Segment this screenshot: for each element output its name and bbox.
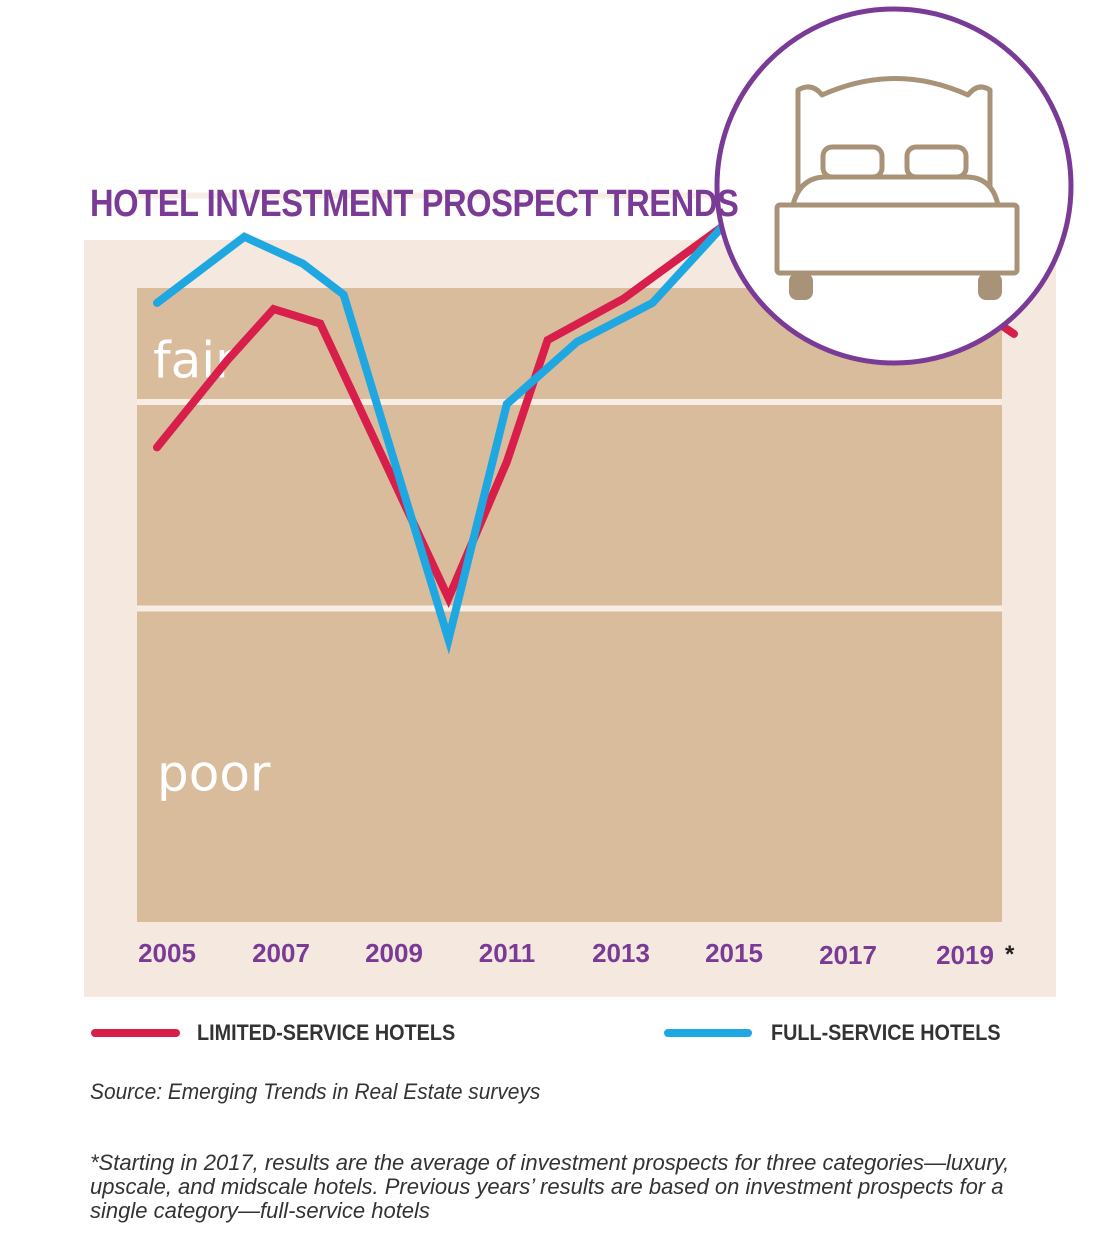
x-tick-label: 2019	[936, 940, 994, 970]
legend-label-limited-service: LIMITED-SERVICE HOTELS	[197, 1020, 456, 1045]
x-tick-label: 2005	[138, 938, 196, 968]
band-label-excellent: excellent	[157, 0, 384, 55]
bed-icon	[714, 6, 1074, 366]
band-separator	[137, 605, 1002, 612]
band-separator	[137, 192, 1002, 199]
x-tick-label: 2015	[705, 938, 763, 968]
x-tick-marker: *	[1005, 941, 1015, 968]
chart-title: HOTEL INVESTMENT PROSPECT TRENDS	[90, 183, 739, 225]
band-separator	[137, 399, 1002, 405]
x-tick-label: 2007	[252, 938, 310, 968]
plot-area	[137, 288, 1002, 922]
x-tick-label: 2011	[479, 938, 535, 968]
x-tick-label: 2013	[592, 938, 650, 968]
source-note: Source: Emerging Trends in Real Estate s…	[90, 1079, 541, 1104]
legend-label-full-service: FULL-SERVICE HOTELS	[771, 1020, 1001, 1045]
footnote: *Starting in 2017, results are the avera…	[90, 1150, 1010, 1223]
x-tick-label: 2009	[365, 938, 423, 968]
x-tick-label: 2017	[819, 940, 877, 970]
band-label-poor: poor	[157, 745, 271, 803]
band-label-good: good	[160, 94, 285, 152]
